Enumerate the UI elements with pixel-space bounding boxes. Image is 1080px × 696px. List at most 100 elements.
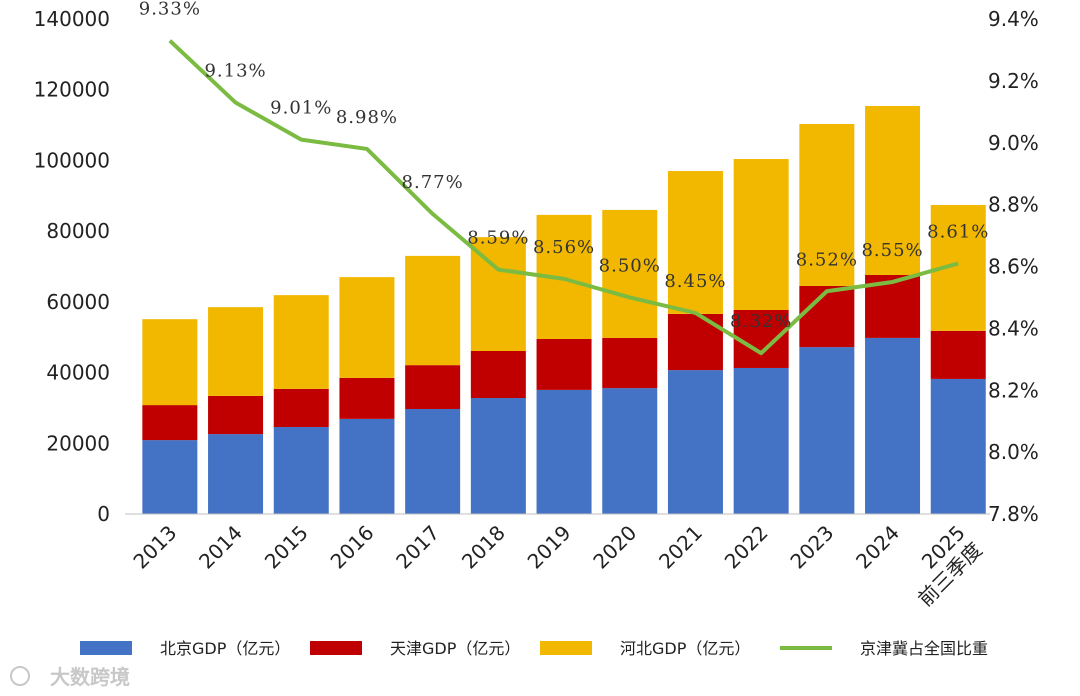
bar-segment [930, 330, 986, 379]
x-tick-text: 2024 [851, 521, 904, 574]
bar-segment [930, 378, 986, 514]
bar-segment [536, 389, 592, 514]
bar-segment [208, 395, 264, 435]
data-label: 8.56% [533, 237, 595, 258]
y-tick-label: 20000 [46, 431, 110, 455]
x-tick-text: 2020 [588, 521, 641, 574]
bar-segment [667, 370, 723, 514]
x-tick-text: 2015 [260, 521, 313, 574]
bar-segment [799, 347, 855, 514]
bar-segment [602, 337, 658, 389]
data-label: 8.52% [796, 249, 858, 270]
bar-segment [405, 255, 461, 366]
data-label: 8.45% [664, 271, 726, 292]
y-tick-label: 140000 [34, 7, 110, 31]
bar-segment [470, 398, 526, 514]
bar-segment [142, 440, 198, 514]
watermark-logo-icon [10, 666, 30, 686]
data-label: 9.33% [139, 0, 201, 20]
legend-swatch [540, 641, 592, 655]
y-tick-label: 40000 [46, 361, 110, 385]
x-tick-label: 2020 [588, 521, 641, 574]
x-tick-label: 2017 [391, 521, 444, 574]
x-tick-text: 2021 [654, 521, 707, 574]
legend-label: 河北GDP（亿元） [620, 639, 750, 658]
y2-tick-label: 8.6% [988, 255, 1039, 279]
data-label: 8.55% [861, 240, 923, 261]
data-label: 8.98% [336, 107, 398, 128]
bar-segment [470, 351, 526, 399]
x-tick-label: 2013 [128, 521, 181, 574]
x-tick-text: 2022 [720, 521, 773, 574]
y2-tick-label: 9.0% [988, 131, 1039, 155]
bar-segment [339, 277, 395, 378]
bar-segment [799, 285, 855, 348]
bar-segment [799, 124, 855, 286]
y-tick-label: 80000 [46, 219, 110, 243]
bar-segment [339, 418, 395, 514]
x-tick-text: 2016 [326, 521, 379, 574]
x-tick-label: 2014 [194, 521, 247, 574]
y-tick-label: 0 [97, 502, 110, 526]
bar-segment [273, 388, 329, 428]
x-tick-label: 2015 [260, 521, 313, 574]
data-label: 9.13% [204, 61, 266, 82]
bar-segment [405, 408, 461, 514]
data-label: 8.77% [402, 172, 464, 193]
legend-label: 北京GDP（亿元） [160, 639, 290, 658]
x-tick-text: 2014 [194, 521, 247, 574]
y2-tick-label: 7.8% [988, 502, 1039, 526]
x-tick-text: 2017 [391, 521, 444, 574]
bar-segment [865, 105, 921, 275]
bar-segment [273, 295, 329, 389]
legend-item: 京津冀占全国比重 [780, 639, 988, 658]
bar-segment [142, 405, 198, 441]
legend-label: 天津GDP（亿元） [390, 639, 520, 658]
legend-item: 北京GDP（亿元） [80, 639, 290, 658]
x-tick-label: 2016 [326, 521, 379, 574]
watermark: 大数跨境 [10, 665, 130, 689]
legend-swatch [80, 641, 132, 655]
y2-tick-label: 9.4% [988, 7, 1039, 31]
bar-segment [273, 427, 329, 514]
data-label: 8.59% [467, 228, 529, 249]
bar-segment [865, 337, 921, 514]
x-tick-label: 2022 [720, 521, 773, 574]
data-label: 8.32% [730, 311, 792, 332]
bar-segment [602, 388, 658, 514]
bar-segment [733, 367, 789, 514]
y-tick-label: 120000 [34, 78, 110, 102]
watermark-text: 大数跨境 [50, 665, 130, 689]
legend-swatch [310, 641, 362, 655]
bar-segment [667, 171, 723, 314]
y2-tick-label: 8.2% [988, 378, 1039, 402]
bar-segment [142, 319, 198, 406]
x-tick-label: 2021 [654, 521, 707, 574]
bar-segment [667, 313, 723, 371]
data-label: 8.50% [599, 255, 661, 276]
y-tick-label: 100000 [34, 148, 110, 172]
legend-item: 河北GDP（亿元） [540, 639, 750, 658]
x-tick-label: 2024 [851, 521, 904, 574]
x-tick-label: 2019 [523, 521, 576, 574]
bar-segment [536, 338, 592, 390]
y2-tick-label: 8.4% [988, 316, 1039, 340]
bar-segment [339, 377, 395, 419]
x-tick-text: 2013 [128, 521, 181, 574]
x-tick-text: 2018 [457, 521, 510, 574]
legend-label: 京津冀占全国比重 [860, 639, 988, 658]
x-tick-text: 2019 [523, 521, 576, 574]
x-tick-text: 2023 [785, 521, 838, 574]
bar-segment [405, 365, 461, 409]
y-tick-label: 60000 [46, 290, 110, 314]
y2-tick-label: 8.8% [988, 193, 1039, 217]
bar-segment [208, 434, 264, 514]
x-tick-label: 2023 [785, 521, 838, 574]
bar-segment [733, 159, 789, 310]
bar-segment [733, 309, 789, 368]
data-label: 9.01% [270, 98, 332, 119]
y2-tick-label: 9.2% [988, 69, 1039, 93]
data-label: 8.61% [927, 221, 989, 242]
